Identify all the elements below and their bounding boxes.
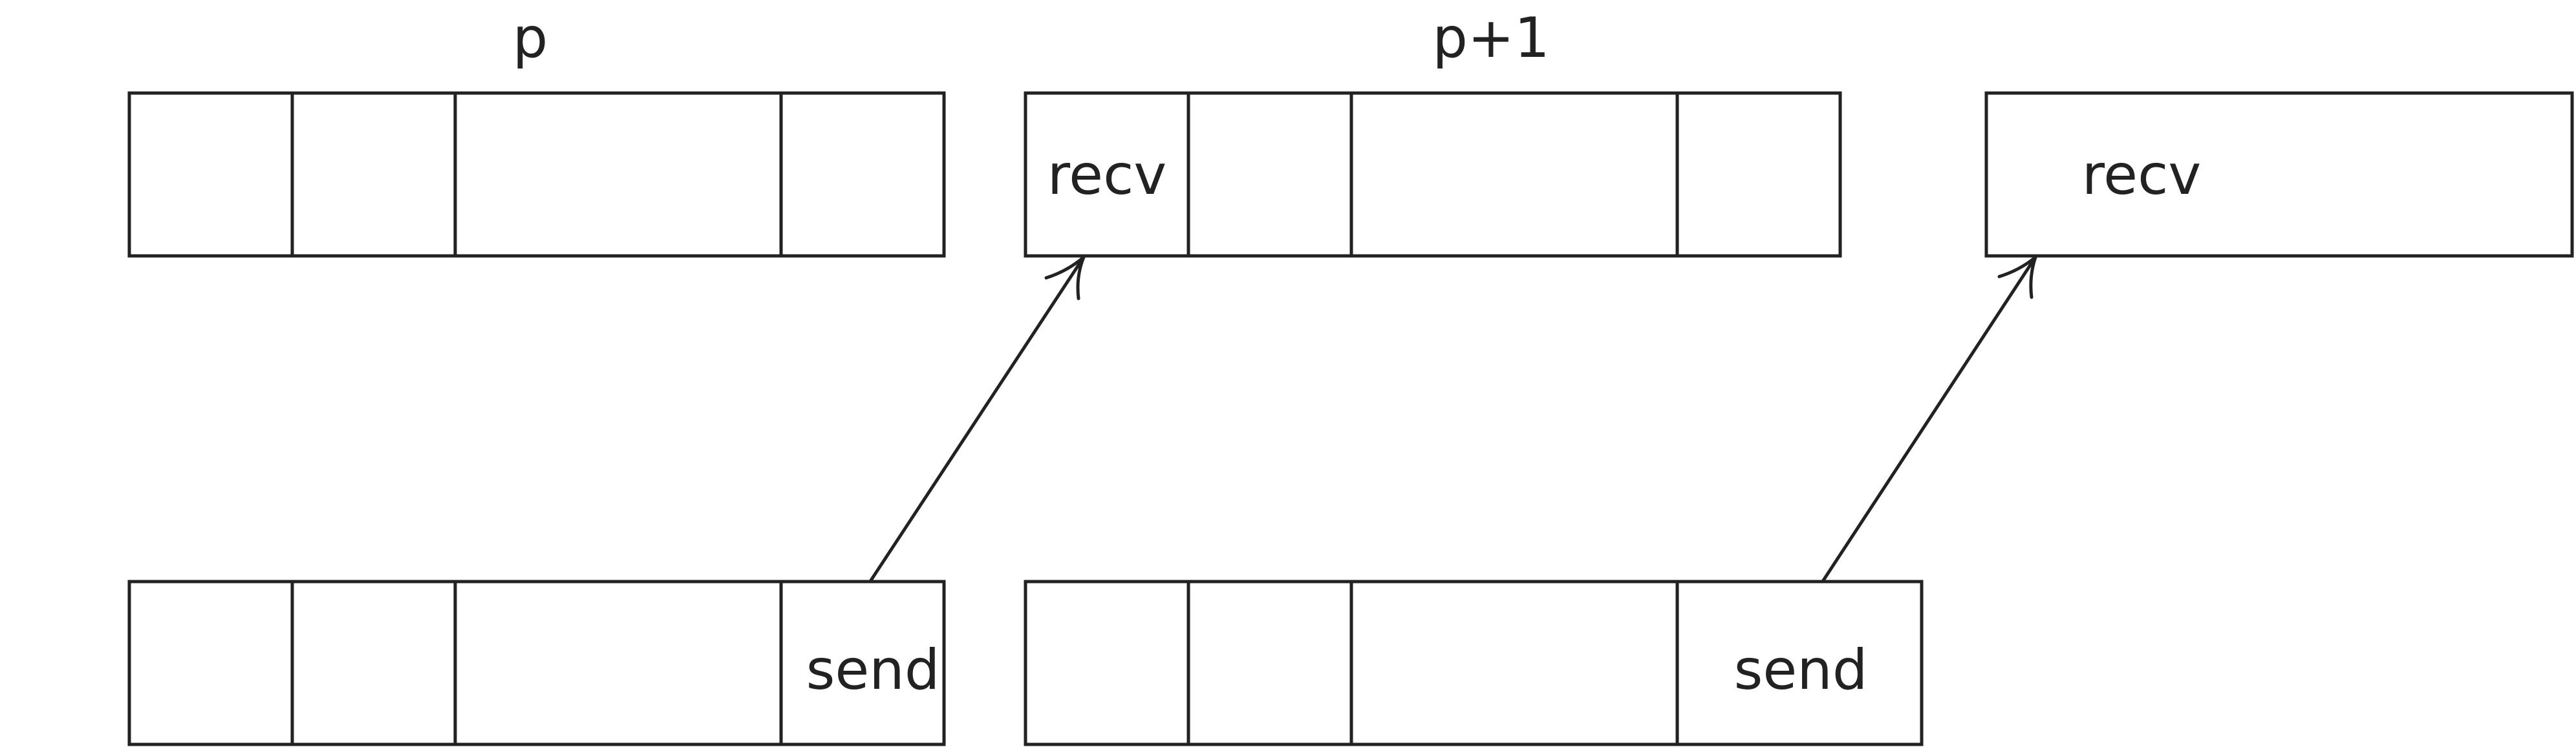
buffer-cell: [1349, 91, 1679, 258]
arrow-shaft: [869, 255, 1086, 582]
buffer-top-p: [127, 91, 946, 258]
buffer-cell: [1186, 91, 1353, 258]
arrow-shaft: [1821, 255, 2037, 582]
buffer-top-next: [1984, 91, 2574, 258]
arrow-head-icon: [1044, 255, 1086, 300]
buffer-cell: [1675, 91, 1842, 258]
buffer-bottom-p-plus-1: [1024, 580, 1924, 746]
send-label-p-plus-1: send: [1734, 638, 1868, 702]
buffer-cell-recv: [1984, 91, 2574, 258]
recv-label-next: recv: [2082, 143, 2202, 207]
buffer-cell: [1186, 580, 1353, 746]
buffer-cell: [1349, 580, 1679, 746]
arrow-head-icon: [1997, 255, 2037, 299]
buffer-cell: [779, 91, 946, 258]
buffer-cell: [127, 91, 294, 258]
title-p: p: [513, 6, 548, 70]
buffer-cell: [127, 580, 294, 746]
buffer-cell: [453, 91, 783, 258]
recv-label-p-plus-1: recv: [1047, 143, 1167, 207]
buffer-cell-send: [779, 580, 946, 746]
buffer-cell: [1024, 580, 1190, 746]
buffer-cell: [290, 580, 457, 746]
buffer-cell-recv: [1024, 91, 1190, 258]
buffer-cell-send: [1675, 580, 1924, 746]
title-p-plus-1: p+1: [1432, 6, 1549, 70]
arrow-send-p-plus-1-to-recv-next: [1821, 255, 2037, 582]
send-label-p: send: [806, 638, 940, 702]
buffer-cell: [453, 580, 783, 746]
buffer-cell: [290, 91, 457, 258]
buffer-top-p-plus-1: [1024, 91, 1842, 258]
arrow-send-p-to-recv-p-plus-1: [869, 255, 1086, 582]
buffer-bottom-p: [127, 580, 946, 746]
